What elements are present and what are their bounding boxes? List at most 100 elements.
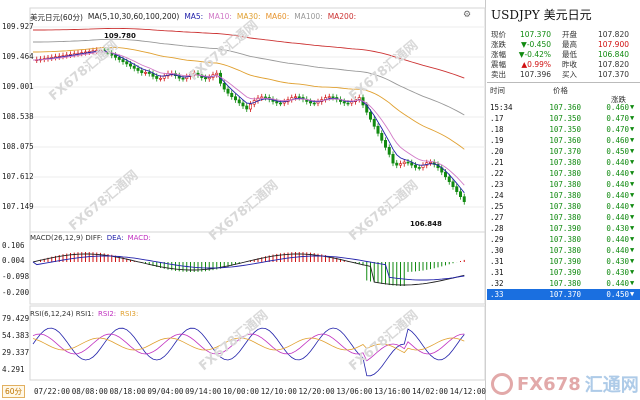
high-price-marker: 109.780 — [104, 32, 136, 40]
candle-body — [383, 140, 387, 148]
tick-price: 107.380 — [549, 213, 581, 222]
candle-body — [159, 77, 163, 80]
rsi-line — [32, 333, 465, 362]
quote-value2: 106.840 — [597, 50, 629, 59]
tick-price: 107.380 — [549, 180, 581, 189]
rsi-y-label: 29.337 — [2, 348, 30, 357]
tick-time: .17 — [490, 114, 504, 123]
candle-body — [387, 147, 391, 155]
tick-row[interactable]: .18 107.350 0.470 ▼ — [487, 124, 640, 135]
tick-price: 107.380 — [549, 158, 581, 167]
quote-key2: 昨收 — [562, 60, 577, 69]
candle-body — [346, 102, 350, 105]
down-arrow-icon: ▼ — [630, 224, 635, 232]
tick-row[interactable]: 15:34 107.360 0.460 ▼ — [487, 102, 640, 113]
tick-change: 0.460 — [606, 136, 629, 145]
down-arrow-icon: ▼ — [630, 213, 635, 221]
tick-row[interactable]: .19 107.360 0.460 ▼ — [487, 135, 640, 146]
y-label: 108.538 — [2, 112, 34, 121]
ma-line — [32, 51, 465, 186]
quote-key: 涨跌 — [491, 40, 506, 49]
down-arrow-icon: ▼ — [630, 114, 635, 122]
tick-list[interactable]: 15:34 107.360 0.460 ▼ .17 107.350 0.470 ▼ .18 107… — [487, 102, 640, 300]
candle-body — [398, 163, 402, 166]
tick-time: .31 — [490, 268, 504, 277]
candle-body — [458, 191, 462, 197]
tick-time: 15:34 — [490, 103, 513, 112]
tick-row[interactable]: .20 107.370 0.450 ▼ — [487, 146, 640, 157]
candle-body — [376, 126, 380, 134]
quote-key: 涨幅 — [491, 50, 506, 59]
rsi-line — [32, 337, 465, 354]
tick-price: 107.380 — [549, 235, 581, 244]
period-selector[interactable]: 60分 — [2, 385, 26, 398]
candle-body — [249, 103, 253, 110]
tick-row[interactable]: .24 107.380 0.440 ▼ — [487, 190, 640, 201]
tick-row[interactable]: .17 107.350 0.470 ▼ — [487, 113, 640, 124]
down-arrow-icon: ▼ — [630, 268, 635, 276]
settings-gear-icon[interactable]: ⚙ — [463, 10, 472, 20]
macd-macd-label: MACD: — [127, 234, 151, 242]
tick-row[interactable]: .25 107.380 0.440 ▼ — [487, 201, 640, 212]
x-label: 08/18:00 — [109, 387, 146, 396]
tick-time: .20 — [490, 147, 504, 156]
tick-price: 107.390 — [549, 268, 581, 277]
tick-price: 107.390 — [549, 257, 581, 266]
candle-body — [327, 96, 331, 99]
quote-row: 现价 107.370 开盘 107.820 — [491, 30, 637, 40]
quote-row: 卖出 107.396 买入 107.370 — [491, 70, 637, 80]
low-price-marker: 106.848 — [410, 220, 442, 228]
tick-price: 107.380 — [549, 169, 581, 178]
rsi-legend: RSI(6,12,24) RSI1: RSI2: RSI3: — [30, 310, 138, 318]
kline-chart-panel[interactable]: 美元日元(60分) MA(5,10,30,60,100,200) MA5: MA… — [0, 0, 486, 400]
ma-settings-label[interactable]: MA(5,10,30,60,100,200) — [87, 12, 180, 21]
macd-dea-label: DEA: — [106, 234, 124, 242]
quote-key2: 开盘 — [562, 30, 577, 39]
quote-value: 107.396 — [519, 70, 551, 79]
x-label: 13/16:00 — [374, 387, 411, 396]
y-label: 109.464 — [2, 52, 34, 61]
tick-row[interactable]: .23 107.380 0.440 ▼ — [487, 179, 640, 190]
candle-body — [155, 76, 159, 79]
tick-row[interactable]: .21 107.380 0.440 ▼ — [487, 157, 640, 168]
tick-row[interactable]: .32 107.380 0.440 ▼ — [487, 278, 640, 289]
tick-price: 107.380 — [549, 246, 581, 255]
tick-time: .25 — [490, 202, 504, 211]
tick-time: .22 — [490, 169, 504, 178]
candle-body — [451, 181, 455, 187]
quote-value: ▼-0.42% — [518, 50, 551, 59]
tick-change: 0.440 — [606, 202, 629, 211]
candle-body — [368, 111, 372, 120]
rsi2-label: RSI2: — [97, 310, 117, 318]
candle-body — [181, 77, 185, 80]
tick-row[interactable]: .29 107.380 0.440 ▼ — [487, 234, 640, 245]
quote-value: ▲0.99% — [521, 60, 551, 69]
quote-key: 震幅 — [491, 60, 506, 69]
candle-body — [417, 167, 421, 169]
col-change: 涨跌 — [611, 95, 626, 104]
rsi-y-label: 54.383 — [2, 331, 30, 340]
tick-row[interactable]: .33 107.370 0.450 ▼ — [487, 289, 640, 300]
candle-body — [293, 96, 297, 99]
tick-price: 107.380 — [549, 191, 581, 200]
tick-time: .27 — [490, 213, 504, 222]
tick-change: 0.430 — [606, 224, 629, 233]
candle-body — [132, 65, 136, 69]
tick-row[interactable]: .31 107.390 0.430 ▼ — [487, 267, 640, 278]
tick-time: .24 — [490, 191, 504, 200]
chart-canvas[interactable] — [0, 0, 486, 400]
candle-body — [192, 72, 196, 75]
tick-row[interactable]: .30 107.380 0.440 ▼ — [487, 245, 640, 256]
tick-change: 0.440 — [606, 169, 629, 178]
tick-time: .32 — [490, 279, 504, 288]
tick-row[interactable]: .28 107.390 0.430 ▼ — [487, 223, 640, 234]
tick-price: 107.360 — [549, 136, 581, 145]
candle-body — [278, 102, 282, 105]
candle-body — [117, 57, 121, 60]
tick-price: 107.360 — [549, 103, 581, 112]
tick-row[interactable]: .27 107.380 0.440 ▼ — [487, 212, 640, 223]
tick-row[interactable]: .22 107.380 0.440 ▼ — [487, 168, 640, 179]
ma10-label: MA10: — [208, 12, 232, 21]
tick-change: 0.440 — [606, 191, 629, 200]
tick-row[interactable]: .31 107.390 0.430 ▼ — [487, 256, 640, 267]
